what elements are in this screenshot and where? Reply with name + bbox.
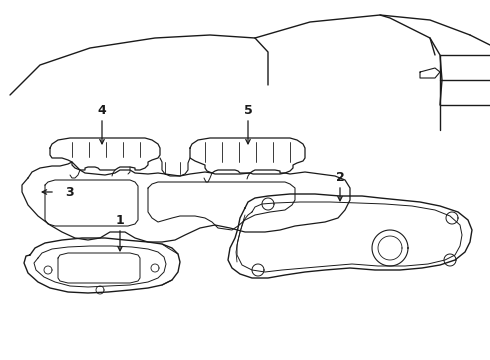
Text: 1: 1 bbox=[116, 213, 124, 226]
Text: 4: 4 bbox=[98, 104, 106, 117]
Text: 3: 3 bbox=[65, 185, 74, 198]
Text: 5: 5 bbox=[244, 104, 252, 117]
Text: 2: 2 bbox=[336, 171, 344, 184]
